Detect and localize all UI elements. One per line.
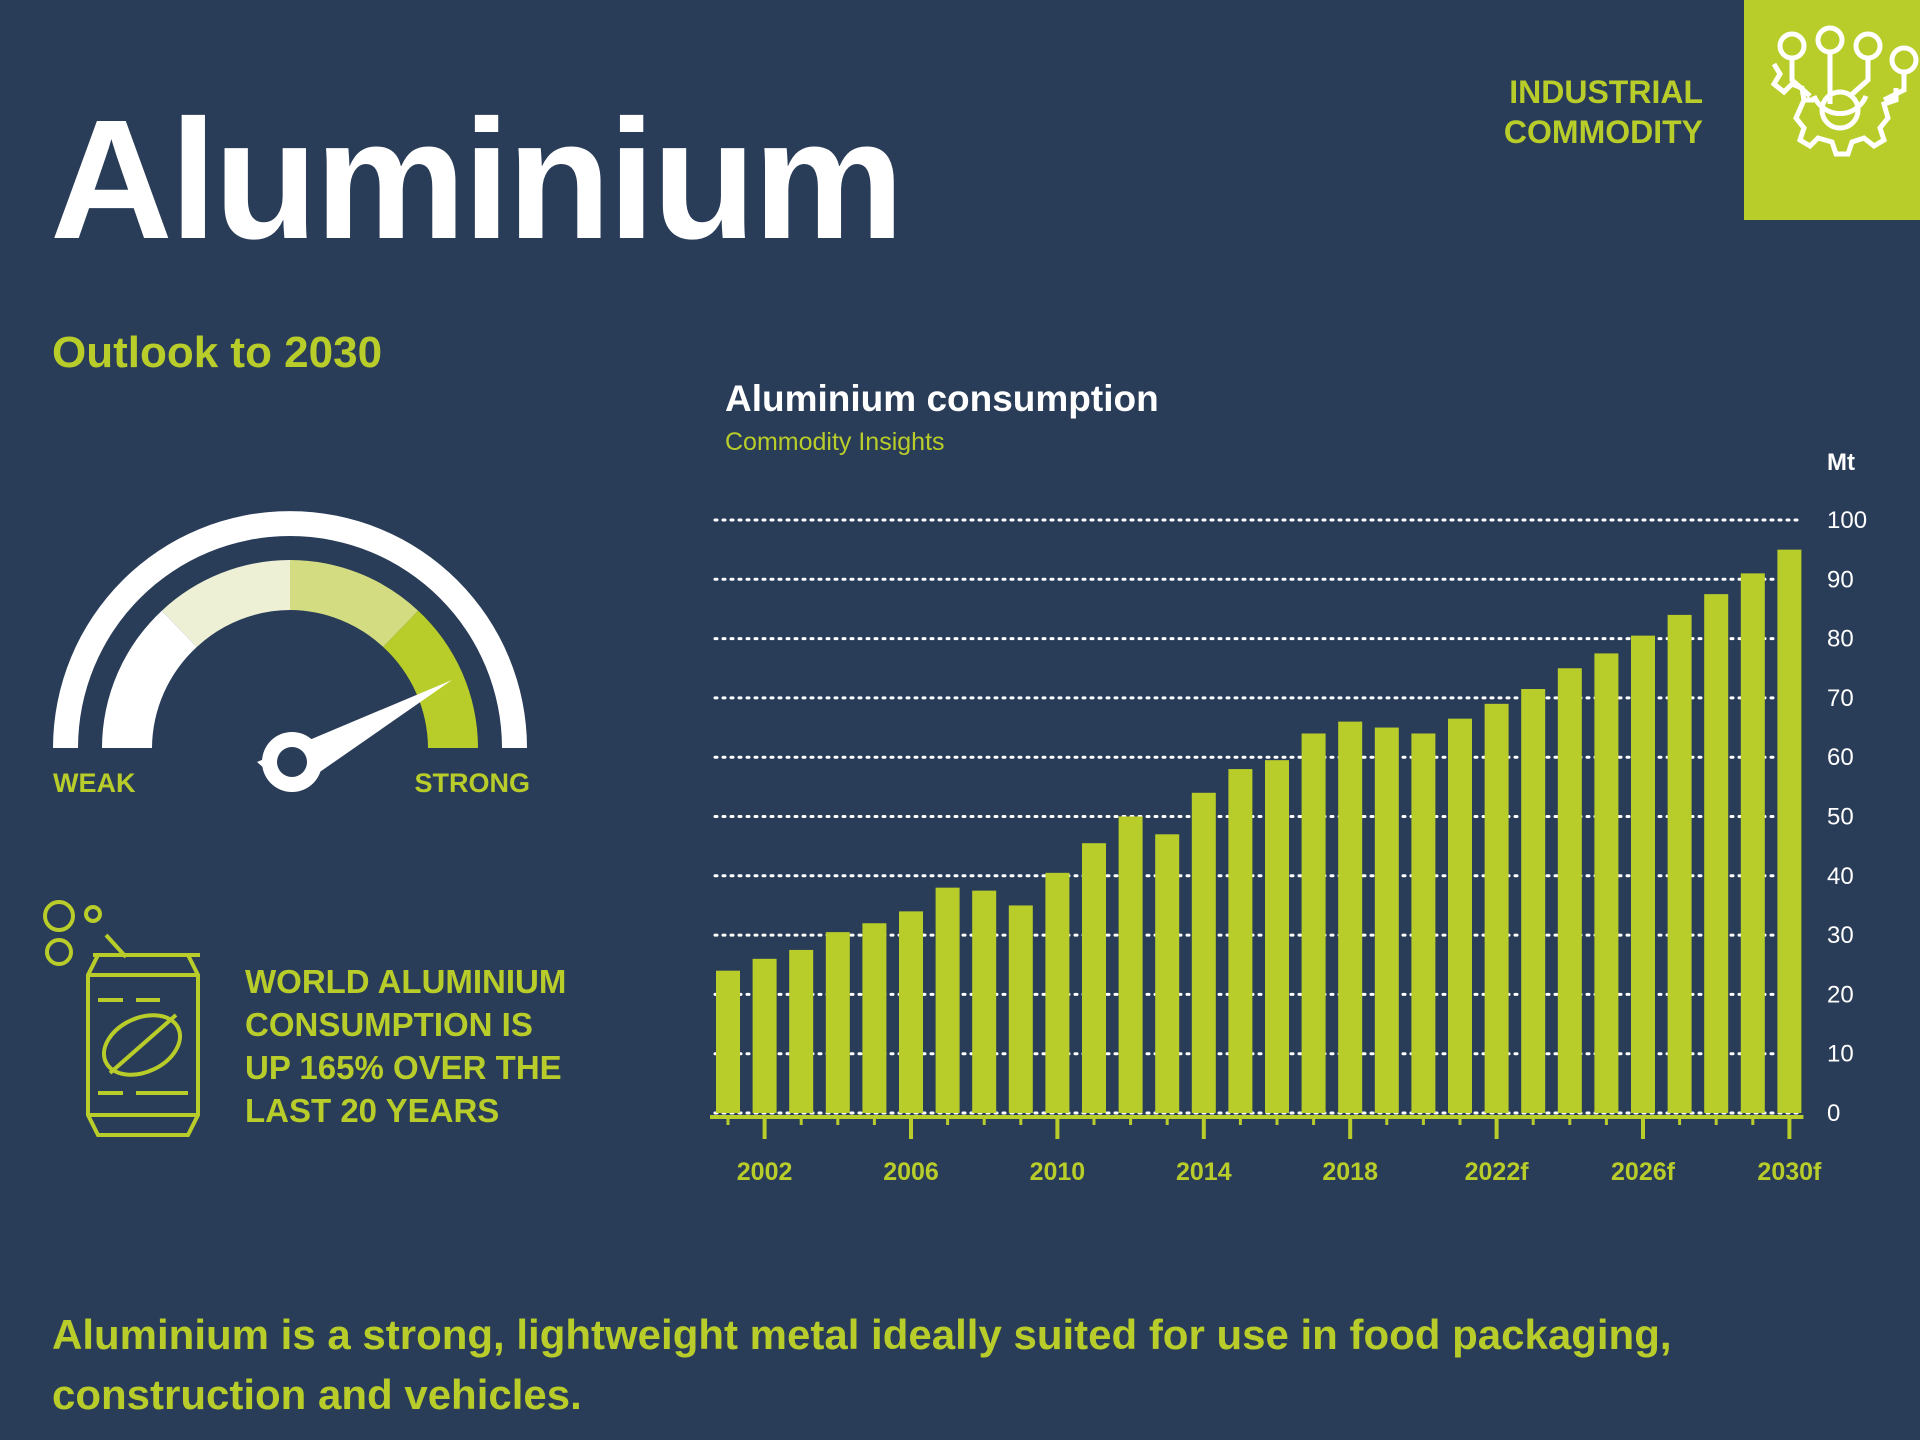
bar (935, 887, 960, 1113)
bar (1631, 635, 1655, 1113)
outlook-heading: Outlook to 2030 (52, 328, 383, 377)
gauge-segment-good (290, 560, 419, 647)
x-tick-label: 2002 (737, 1158, 793, 1186)
y-tick-label: 40 (1827, 863, 1854, 890)
y-tick-label: 70 (1827, 685, 1854, 712)
bar (1301, 733, 1326, 1113)
gauge-segment-moderate (161, 560, 290, 647)
consumption-stat-line1: WORLD ALUMINIUM (245, 963, 567, 1000)
x-tick-label: 2006 (883, 1158, 939, 1186)
consumption-stat-line4: LAST 20 YEARS (245, 1092, 500, 1129)
y-tick-label: 90 (1827, 566, 1854, 593)
x-tick-label: 2030f (1757, 1158, 1822, 1186)
y-tick-label: 20 (1827, 981, 1854, 1008)
chart-subtitle: Commodity Insights (725, 428, 945, 456)
bar (789, 949, 814, 1113)
bar (899, 911, 923, 1113)
gauge-outer-arc (53, 511, 527, 748)
bar (1484, 703, 1509, 1113)
y-tick-label: 60 (1827, 744, 1854, 771)
bar (716, 970, 740, 1113)
x-tick-label: 2014 (1176, 1158, 1232, 1186)
consumption-stat-line2: CONSUMPTION IS (245, 1006, 533, 1043)
bar (752, 958, 777, 1113)
bar (1045, 872, 1070, 1113)
bar (1704, 594, 1729, 1113)
bar (1118, 816, 1143, 1113)
x-tick-label: 2022f (1465, 1158, 1530, 1186)
chart-title: Aluminium consumption (725, 378, 1159, 419)
bar (1191, 792, 1216, 1113)
commodity-badge (1744, 0, 1920, 220)
footer-description: Aluminium is a strong, lightweight metal… (52, 1311, 1672, 1418)
page-title: Aluminium (50, 85, 904, 275)
consumption-stat: WORLD ALUMINIUM CONSUMPTION IS UP 165% O… (245, 960, 566, 1132)
bar (1448, 718, 1472, 1113)
bar (1411, 733, 1436, 1113)
x-tick-label: 2018 (1322, 1158, 1378, 1186)
bar (1557, 668, 1582, 1113)
bar (1374, 727, 1399, 1113)
y-tick-label: 0 (1827, 1100, 1840, 1127)
gauge-segment-weak (102, 610, 197, 748)
y-axis-unit-label: Mt (1827, 449, 1855, 476)
soda-can-icon (38, 895, 218, 1150)
bar (1082, 843, 1106, 1113)
bar (1521, 689, 1546, 1113)
bar (1740, 573, 1765, 1113)
bar (1777, 549, 1802, 1113)
consumption-bar-chart: Mt 0 10 20 30 40 50 60 70 80 90 100 2002 2006 2010 2014… (710, 449, 1867, 1186)
gear-circuit-icon (1770, 25, 1919, 157)
commodity-label-line1: INDUSTRIAL (1509, 74, 1703, 110)
bar (1338, 721, 1363, 1113)
bar (1667, 614, 1692, 1113)
y-tick-label: 100 (1827, 507, 1867, 534)
bar (1228, 769, 1253, 1113)
bar (862, 923, 887, 1113)
bar (1155, 834, 1180, 1113)
gauge-segment-strong (383, 610, 478, 748)
commodity-label-line2: COMMODITY (1503, 114, 1703, 150)
bar (825, 932, 850, 1113)
bar (1594, 653, 1619, 1113)
bar (1008, 905, 1033, 1113)
bar (1265, 760, 1289, 1113)
y-tick-label: 50 (1827, 804, 1854, 831)
commodity-label: INDUSTRIAL COMMODITY (1504, 72, 1703, 152)
outlook-gauge: WEAK STRONG (40, 500, 580, 825)
x-tick-label: 2026f (1611, 1158, 1676, 1186)
y-tick-label: 30 (1827, 922, 1854, 949)
gauge-weak-label: WEAK (53, 768, 136, 798)
y-tick-label: 10 (1827, 1041, 1854, 1068)
consumption-stat-line3: UP 165% OVER THE (245, 1049, 562, 1086)
gauge-strong-label: STRONG (414, 768, 530, 798)
y-tick-label: 80 (1827, 626, 1854, 653)
x-tick-label: 2010 (1030, 1158, 1086, 1186)
bar (972, 890, 997, 1113)
